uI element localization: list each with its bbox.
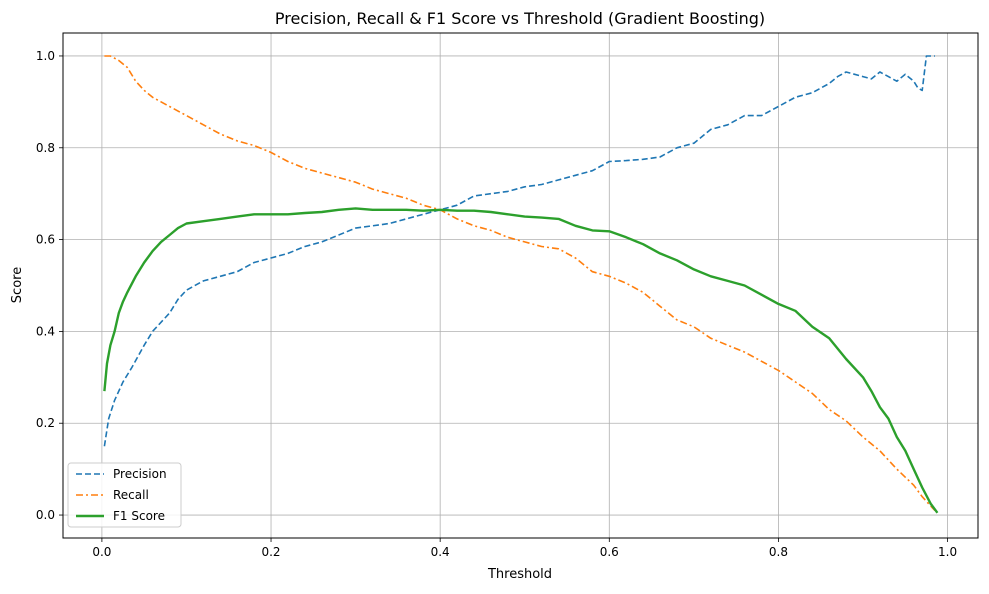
tick-layer: 0.0 0.2 0.4 0.6 0.8 1.0 0.0 0.2 0.4 0.6 0.8 1.0 (36, 49, 957, 559)
x-tick-label: 0.4 (431, 545, 450, 559)
legend-label: Recall (113, 488, 149, 502)
y-tick-label: 1.0 (36, 49, 55, 63)
x-tick-label: 0.8 (769, 545, 788, 559)
x-tick-label: 0.0 (92, 545, 111, 559)
plot-frame (62, 32, 979, 539)
y-tick-label: 0.8 (36, 141, 55, 155)
series-line-precision (103, 55, 935, 447)
y-axis-label: Score (10, 267, 25, 303)
legend-label: F1 Score (113, 509, 165, 523)
y-tick-label: 0.0 (36, 508, 55, 522)
series-layer (103, 55, 939, 514)
chart-title: Precision, Recall & F1 Score vs Threshol… (275, 9, 765, 28)
grid-layer (63, 33, 978, 538)
series-line-f1-score (103, 207, 939, 514)
legend-box (67, 462, 182, 528)
x-axis-label: Threshold (487, 567, 552, 582)
series-line-recall (104, 55, 936, 512)
y-tick-label: 0.6 (36, 233, 55, 247)
x-tick-label: 0.2 (261, 545, 280, 559)
legend-label: Precision (113, 467, 167, 481)
y-tick-label: 0.2 (36, 416, 55, 430)
y-tick-label: 0.4 (36, 324, 55, 338)
x-tick-label: 0.6 (600, 545, 619, 559)
x-tick-label: 1.0 (938, 545, 957, 559)
legend: Precision Recall F1 Score (67, 462, 182, 528)
